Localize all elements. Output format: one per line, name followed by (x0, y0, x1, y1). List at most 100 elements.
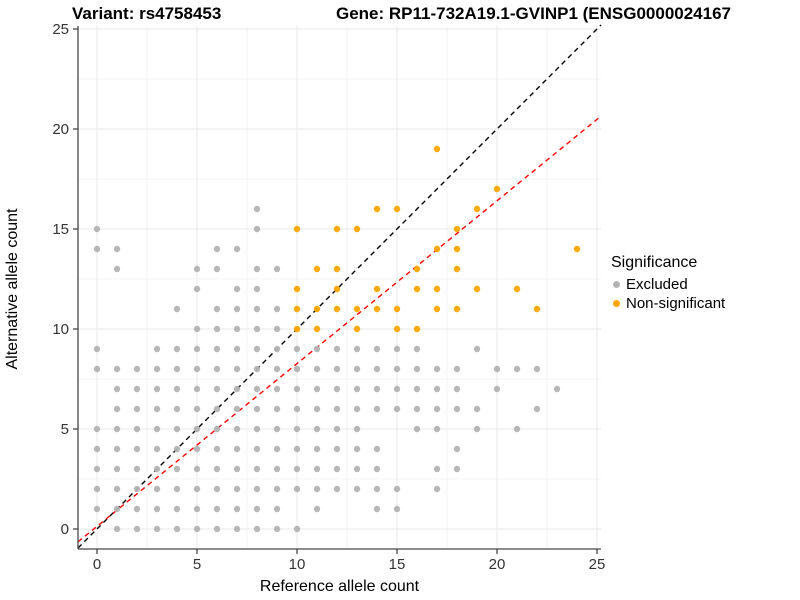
data-point-non-significant (373, 205, 381, 213)
data-point-excluded (513, 425, 521, 433)
data-point-excluded (313, 385, 321, 393)
data-point-excluded (93, 485, 101, 493)
data-point-excluded (493, 385, 501, 393)
data-point-excluded (253, 305, 261, 313)
data-point-excluded (153, 345, 161, 353)
excluded-swatch-icon (613, 281, 620, 288)
data-point-excluded (153, 485, 161, 493)
data-point-excluded (333, 365, 341, 373)
data-point-excluded (333, 405, 341, 413)
data-point-excluded (233, 405, 241, 413)
data-point-non-significant (433, 245, 441, 253)
data-point-excluded (253, 265, 261, 273)
data-point-excluded (373, 505, 381, 513)
data-point-excluded (313, 485, 321, 493)
data-point-excluded (113, 265, 121, 273)
data-point-excluded (253, 385, 261, 393)
data-point-excluded (113, 465, 121, 473)
data-point-excluded (433, 405, 441, 413)
data-point-excluded (413, 385, 421, 393)
data-point-excluded (413, 405, 421, 413)
data-point-excluded (93, 365, 101, 373)
data-point-excluded (213, 305, 221, 313)
data-point-excluded (293, 385, 301, 393)
data-point-excluded (173, 405, 181, 413)
data-point-excluded (113, 425, 121, 433)
data-point-excluded (133, 505, 141, 513)
data-point-excluded (413, 345, 421, 353)
data-point-excluded (93, 225, 101, 233)
data-point-excluded (353, 365, 361, 373)
data-point-excluded (273, 305, 281, 313)
x-tick-label: 25 (589, 556, 606, 573)
data-point-excluded (153, 425, 161, 433)
data-point-excluded (273, 385, 281, 393)
data-point-excluded (113, 445, 121, 453)
data-point-excluded (133, 445, 141, 453)
data-point-excluded (453, 445, 461, 453)
data-point-excluded (433, 465, 441, 473)
data-point-excluded (113, 385, 121, 393)
data-point-excluded (173, 385, 181, 393)
data-point-excluded (233, 385, 241, 393)
data-point-excluded (473, 345, 481, 353)
plot-title-variant: Variant: rs4758453 (72, 4, 222, 23)
data-point-excluded (373, 405, 381, 413)
data-point-non-significant (473, 205, 481, 213)
legend-item-label: Excluded (626, 276, 688, 293)
data-point-non-significant (373, 305, 381, 313)
data-point-excluded (173, 505, 181, 513)
data-point-excluded (353, 465, 361, 473)
data-point-excluded (193, 325, 201, 333)
data-point-non-significant (393, 305, 401, 313)
data-point-excluded (333, 465, 341, 473)
x-axis-title: Reference allele count (259, 578, 420, 595)
data-point-excluded (133, 405, 141, 413)
data-point-excluded (213, 365, 221, 373)
data-point-excluded (393, 345, 401, 353)
data-point-non-significant (293, 225, 301, 233)
data-point-excluded (313, 425, 321, 433)
data-point-excluded (453, 465, 461, 473)
data-point-non-significant (393, 325, 401, 333)
data-point-excluded (153, 525, 161, 533)
data-point-excluded (433, 365, 441, 373)
data-point-non-significant (313, 305, 321, 313)
x-tick-label: 10 (289, 556, 306, 573)
data-point-excluded (253, 405, 261, 413)
data-point-excluded (453, 365, 461, 373)
data-point-non-significant (293, 325, 301, 333)
data-point-excluded (273, 265, 281, 273)
data-point-excluded (433, 425, 441, 433)
data-point-excluded (233, 285, 241, 293)
data-point-excluded (353, 345, 361, 353)
data-point-excluded (213, 405, 221, 413)
data-point-non-significant (573, 245, 581, 253)
data-point-excluded (253, 325, 261, 333)
data-point-non-significant (453, 245, 461, 253)
data-point-non-significant (513, 285, 521, 293)
data-point-excluded (213, 325, 221, 333)
data-point-non-significant (453, 265, 461, 273)
y-tick-label: 0 (61, 521, 69, 538)
data-point-excluded (173, 465, 181, 473)
data-point-excluded (373, 465, 381, 473)
data-point-excluded (393, 505, 401, 513)
data-point-excluded (373, 445, 381, 453)
data-point-non-significant (433, 145, 441, 153)
data-point-excluded (453, 385, 461, 393)
data-point-excluded (233, 365, 241, 373)
data-point-excluded (393, 485, 401, 493)
data-point-excluded (273, 425, 281, 433)
legend-item-non-significant: Non-significant (611, 294, 725, 313)
data-point-excluded (233, 465, 241, 473)
data-point-excluded (253, 365, 261, 373)
data-point-excluded (393, 365, 401, 373)
x-tick-label: 20 (489, 556, 506, 573)
data-point-non-significant (533, 305, 541, 313)
legend: Significance Excluded Non-significant (611, 254, 725, 313)
data-point-excluded (173, 425, 181, 433)
data-point-excluded (213, 245, 221, 253)
data-point-non-significant (333, 225, 341, 233)
data-point-excluded (193, 365, 201, 373)
